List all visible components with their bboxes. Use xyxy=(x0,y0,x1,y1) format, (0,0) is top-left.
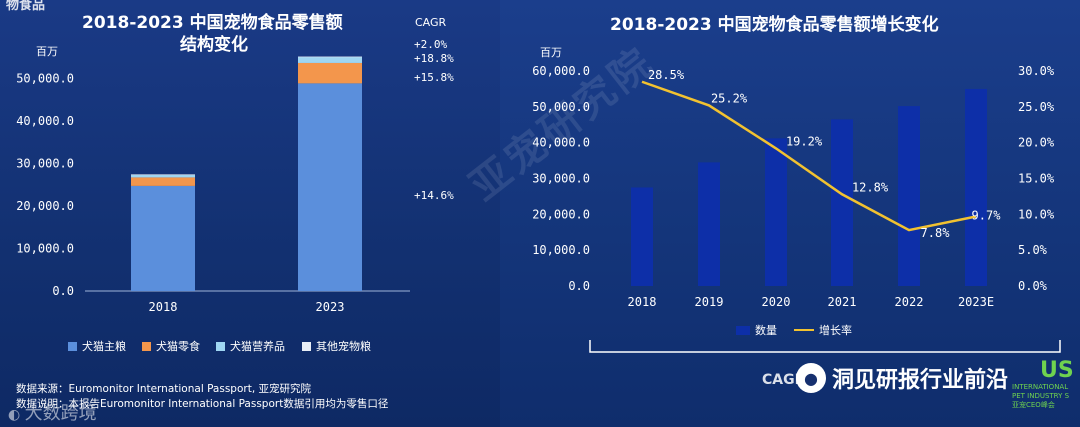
bottom-watermark-icon: ◐ xyxy=(8,407,25,423)
growth-rate-line xyxy=(641,80,977,232)
legend-staple-label: 犬猫主粮 xyxy=(82,340,126,353)
legend-growth-label: 增长率 xyxy=(819,324,852,337)
y-right-tick-label: 5.0% xyxy=(1018,243,1048,257)
legend-staple: 犬猫主粮 xyxy=(68,338,126,354)
legend-supplement: 犬猫营养品 xyxy=(216,338,285,354)
y-left-tick-label: 0.0 xyxy=(568,279,590,293)
bottom-watermark: ◐ 大数跨境 xyxy=(8,399,97,425)
x-tick-label: 2018 xyxy=(149,300,178,314)
growth-data-label: 28.5% xyxy=(648,68,685,82)
legend-other-label: 其他宠物粮 xyxy=(316,340,371,353)
legend-growth: 增长率 xyxy=(794,322,852,338)
bar-segment-2023-3 xyxy=(298,56,362,58)
x-tick-label: 2019 xyxy=(695,295,724,309)
growth-data-label: 12.8% xyxy=(852,180,889,194)
legend-growth-line xyxy=(794,329,814,331)
cagr-value-snack: +15.8% xyxy=(414,71,454,84)
y-right-tick-label: 15.0% xyxy=(1018,172,1055,186)
corner-logo-letters: US xyxy=(1040,358,1074,383)
bar-segment-2018-1 xyxy=(131,177,195,186)
legend-snack-swatch xyxy=(142,341,151,351)
wechat-icon: ● xyxy=(796,363,826,393)
y-tick-label: 30,000.0 xyxy=(16,156,74,170)
y-left-tick-label: 60,000.0 xyxy=(532,64,590,78)
partial-bottom-label: CAGR xyxy=(762,372,806,388)
bar-segment-2023-0 xyxy=(298,83,362,292)
legend-other: 其他宠物粮 xyxy=(302,338,371,354)
cagr-value-supplement: +18.8% xyxy=(414,52,454,65)
x-tick-label: 2021 xyxy=(828,295,857,309)
y-left-tick-label: 10,000.0 xyxy=(532,243,590,257)
y-tick-label: 20,000.0 xyxy=(16,199,74,213)
y-right-tick-label: 0.0% xyxy=(1018,279,1048,293)
stacked-bar-chart: 0.0 10,000.0 20,000.0 30,000.0 40,000.0 50,00… xyxy=(16,56,410,314)
y-tick-label: 10,000.0 xyxy=(16,241,74,255)
wechat-banner: ● 洞见研报行业前沿 xyxy=(796,362,1008,394)
growth-data-label: 9.7% xyxy=(972,208,1002,222)
cagr-value-other: +2.0% xyxy=(414,38,448,51)
x-tick-label: 2018 xyxy=(628,295,657,309)
left-chart-panel: 物食品 2018-2023 中国宠物食品零售额 结构变化 百万 CAGR +2.… xyxy=(0,0,500,427)
x-tick-label: 2022 xyxy=(895,295,924,309)
legend-quantity-label: 数量 xyxy=(755,324,777,337)
wechat-text: 洞见研报行业前沿 xyxy=(832,368,1009,393)
corner-logo-line2: PET INDUSTRY S xyxy=(1012,392,1070,400)
left-chart-title-line2: 结构变化 xyxy=(180,35,248,55)
legend-snack-label: 犬猫零食 xyxy=(156,340,200,353)
data-source-line2: 数据说明：本报告Euromonitor International Passpo… xyxy=(16,398,389,410)
bar-2020 xyxy=(765,138,787,286)
bar-2022 xyxy=(898,106,920,286)
bar-2021 xyxy=(831,119,853,286)
growth-data-label: 25.2% xyxy=(711,91,748,105)
bracket-line xyxy=(589,340,1061,353)
growth-data-label: 19.2% xyxy=(786,134,823,148)
corner-logo-text: INTERNATIONAL PET INDUSTRY S 亚宠CEO峰会 xyxy=(1012,383,1069,410)
corner-logo-line3: 亚宠CEO峰会 xyxy=(1012,401,1055,409)
y-left-tick-label: 20,000.0 xyxy=(532,207,590,221)
data-source-line1: 数据来源：Euromonitor International Passport,… xyxy=(16,383,312,395)
bar-segment-2023-2 xyxy=(298,57,362,63)
bar-segment-2018-2 xyxy=(131,174,195,178)
bar-2018 xyxy=(631,187,653,286)
y-left-tick-label: 30,000.0 xyxy=(532,172,590,186)
y-tick-label: 0.0 xyxy=(52,284,74,298)
bar-2023E xyxy=(965,88,987,287)
bar-segment-2018-0 xyxy=(131,185,195,291)
left-chart-title-line1: 2018-2023 中国宠物食品零售额 xyxy=(82,13,343,33)
left-y-unit: 百万 xyxy=(36,45,58,58)
y-left-tick-label: 50,000.0 xyxy=(532,100,590,114)
bar-segment-2018-3 xyxy=(131,174,195,176)
corner-logo-line1: INTERNATIONAL xyxy=(1012,383,1069,391)
cagr-value-staple: +14.6% xyxy=(414,189,454,202)
bottom-watermark-text: 大数跨境 xyxy=(24,403,97,424)
legend-quantity-swatch xyxy=(736,325,750,335)
legend-other-swatch xyxy=(302,341,311,351)
bar-2019 xyxy=(698,162,720,286)
y-left-tick-label: 40,000.0 xyxy=(532,136,590,150)
y-right-tick-label: 25.0% xyxy=(1018,100,1055,114)
cagr-label: CAGR xyxy=(415,16,447,29)
growth-data-label: 7.8% xyxy=(921,226,951,240)
bar-segment-2023-1 xyxy=(298,62,362,84)
x-tick-label: 2023 xyxy=(316,300,345,314)
y-tick-label: 50,000.0 xyxy=(16,71,74,85)
right-y-unit: 百万 xyxy=(540,46,562,59)
right-chart-title: 2018-2023 中国宠物食品零售额增长变化 xyxy=(610,15,939,35)
partial-heading: 物食品 xyxy=(6,0,46,13)
legend-supplement-label: 犬猫营养品 xyxy=(230,340,285,353)
y-right-tick-label: 20.0% xyxy=(1018,136,1055,150)
x-tick-label: 2020 xyxy=(762,295,791,309)
y-tick-label: 40,000.0 xyxy=(16,114,74,128)
bar-line-chart: 0.0 10,000.0 20,000.0 30,000.0 40,000.0 50,00… xyxy=(532,64,1055,309)
legend-supplement-swatch xyxy=(216,341,225,351)
legend-quantity: 数量 xyxy=(736,322,777,338)
legend-staple-swatch xyxy=(68,341,77,351)
right-chart-panel: 2018-2023 中国宠物食品零售额增长变化 百万 亚宠研究院 0.0 10,0… xyxy=(462,0,1080,427)
legend-snack: 犬猫零食 xyxy=(142,338,200,354)
y-right-tick-label: 10.0% xyxy=(1018,207,1055,221)
x-tick-label: 2023E xyxy=(958,295,994,309)
y-right-tick-label: 30.0% xyxy=(1018,64,1055,78)
